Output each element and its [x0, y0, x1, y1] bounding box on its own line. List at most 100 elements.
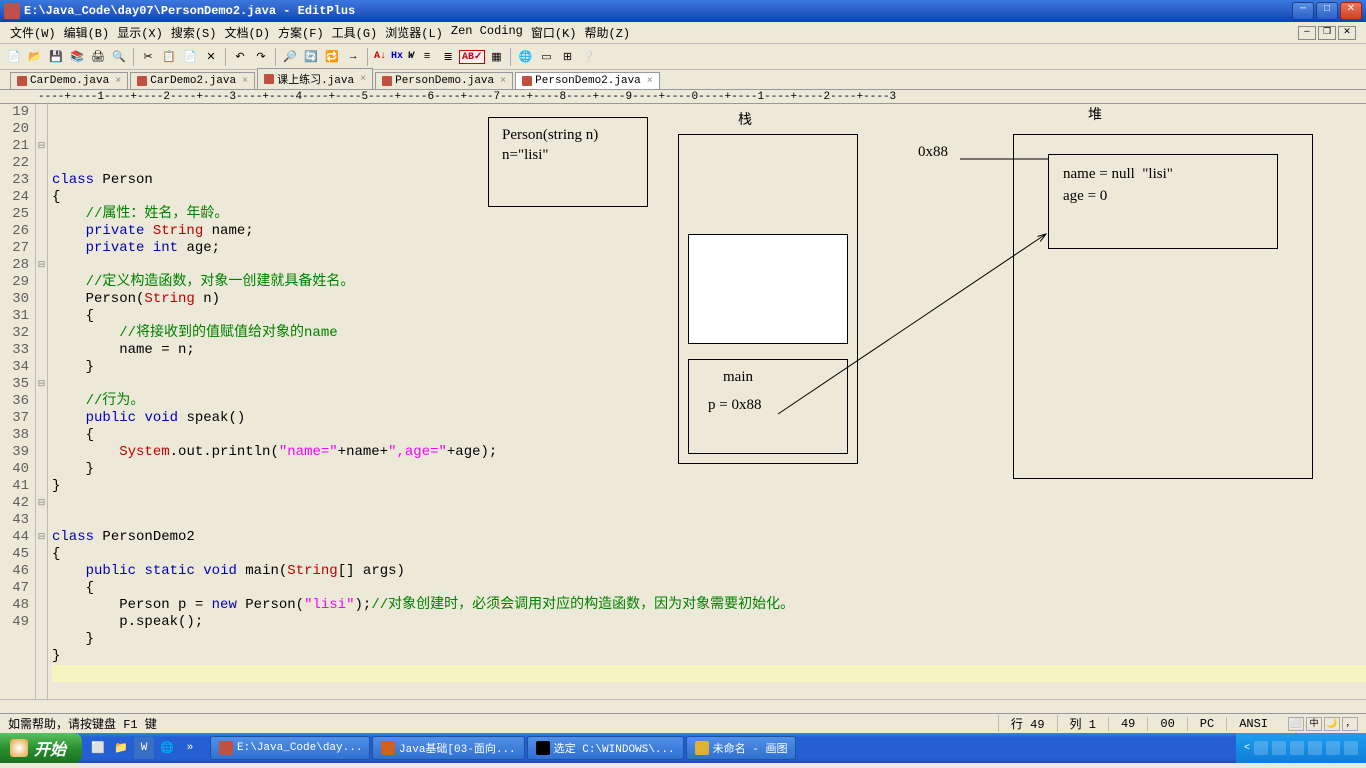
save-icon[interactable]: 💾 — [46, 47, 66, 67]
menu-item[interactable]: 搜索(S) — [167, 22, 221, 43]
hscroll-area[interactable] — [0, 699, 1366, 713]
menu-item[interactable]: 帮助(Z) — [581, 22, 635, 43]
tray-icon[interactable] — [1254, 741, 1268, 755]
paste-icon[interactable]: 📄 — [180, 47, 200, 67]
start-button[interactable]: 开始 — [0, 733, 82, 763]
menu-item[interactable]: 文件(W) — [6, 22, 60, 43]
cut-icon[interactable]: ✂ — [138, 47, 158, 67]
close-button[interactable]: ✕ — [1340, 2, 1362, 20]
task-app-icon — [536, 741, 550, 755]
system-tray[interactable]: < — [1236, 733, 1366, 763]
tab-close-icon[interactable]: × — [115, 76, 121, 87]
line-gutter: 1920212223242526272829303132333435363738… — [0, 104, 36, 699]
menu-item[interactable]: Zen Coding — [447, 22, 527, 43]
wrap-icon[interactable]: W — [406, 51, 416, 62]
hex-icon[interactable]: Hx — [389, 51, 405, 62]
status-row: 行 49 — [998, 715, 1057, 732]
code-content[interactable]: 栈堆Person(string n)n="lisi"mainp = 0x88na… — [48, 104, 1366, 699]
task-label: 选定 C:\WINDOWS\... — [554, 740, 675, 756]
minimize-button[interactable]: ─ — [1292, 2, 1314, 20]
tray-icon[interactable] — [1308, 741, 1322, 755]
menu-item[interactable]: 窗口(K) — [527, 22, 581, 43]
status-icon-3[interactable]: 🌙 — [1324, 717, 1340, 731]
menu-item[interactable]: 编辑(B) — [60, 22, 114, 43]
tray-icon[interactable] — [1344, 741, 1358, 755]
tab-label: CarDemo2.java — [150, 75, 236, 87]
replace-icon[interactable]: 🔁 — [322, 47, 342, 67]
taskbar-app-button[interactable]: Java基础[03-面向... — [372, 736, 525, 760]
tab-close-icon[interactable]: × — [647, 76, 653, 87]
menu-item[interactable]: 文档(D) — [220, 22, 274, 43]
tray-icon[interactable] — [1272, 741, 1286, 755]
ql-browser-icon[interactable]: 🌐 — [157, 737, 177, 759]
status-icon-1[interactable]: ⬜ — [1288, 717, 1304, 731]
menu-item[interactable]: 方案(F) — [274, 22, 328, 43]
window-icon[interactable]: ▭ — [536, 47, 556, 67]
search-icon[interactable]: 🔎 — [280, 47, 300, 67]
task-buttons: E:\Java_Code\day... Java基础[03-面向... 选定 C:\… — [206, 736, 800, 760]
status-icon-2[interactable]: 中 — [1306, 717, 1322, 731]
open-file-icon[interactable]: 📂 — [25, 47, 45, 67]
copy-icon[interactable]: 📋 — [159, 47, 179, 67]
spell-icon[interactable]: AB✓ — [459, 50, 485, 64]
column-icon[interactable]: ▦ — [486, 47, 506, 67]
toolbar: 📄 📂 💾 📚 🖨 🔍 ✂ 📋 📄 ✕ ↶ ↷ 🔎 🔄 🔁 → A↓ Hx W … — [0, 44, 1366, 70]
taskbar-app-button[interactable]: 未命名 - 画图 — [686, 736, 797, 760]
status-icon-4[interactable]: ， — [1342, 717, 1358, 731]
editor-area[interactable]: 1920212223242526272829303132333435363738… — [0, 104, 1366, 699]
mdi-minimize[interactable]: ─ — [1298, 26, 1316, 40]
search-next-icon[interactable]: 🔄 — [301, 47, 321, 67]
mdi-close[interactable]: ✕ — [1338, 26, 1356, 40]
ql-word-icon[interactable]: W — [134, 737, 154, 759]
fold-gutter[interactable]: ⊟⊟⊟⊟⊟ — [36, 104, 48, 699]
outdent-icon[interactable]: ≣ — [438, 47, 458, 67]
file-tab[interactable]: PersonDemo2.java× — [515, 72, 660, 89]
save-all-icon[interactable]: 📚 — [67, 47, 87, 67]
status-total: 49 — [1108, 717, 1147, 731]
file-tab[interactable]: CarDemo.java × — [10, 72, 128, 89]
tab-close-icon[interactable]: × — [242, 76, 248, 87]
windows-logo-icon — [10, 739, 28, 757]
tab-label: 课上练习.java — [277, 71, 354, 87]
status-enc: ANSI — [1226, 717, 1280, 731]
tray-icon[interactable] — [1290, 741, 1304, 755]
menu-bar: 文件(W)编辑(B)显示(X)搜索(S)文档(D)方案(F)工具(G)浏览器(L… — [0, 22, 1366, 44]
indent-icon[interactable]: ≡ — [417, 47, 437, 67]
taskbar-app-button[interactable]: 选定 C:\WINDOWS\... — [527, 736, 684, 760]
preview-icon[interactable]: 🔍 — [109, 47, 129, 67]
tab-label: CarDemo.java — [30, 75, 109, 87]
menu-item[interactable]: 工具(G) — [328, 22, 382, 43]
tile-icon[interactable]: ⊞ — [557, 47, 577, 67]
print-icon[interactable]: 🖨 — [88, 47, 108, 67]
format-a-icon[interactable]: A↓ — [372, 51, 388, 62]
ql-more-icon[interactable]: » — [180, 737, 200, 759]
start-label: 开始 — [34, 736, 66, 760]
browser-icon[interactable]: 🌐 — [515, 47, 535, 67]
file-tab[interactable]: CarDemo2.java × — [130, 72, 255, 89]
tray-icon[interactable] — [1326, 741, 1340, 755]
quick-launch: ⬜ 📁 W 🌐 » — [82, 737, 206, 759]
java-file-icon — [137, 76, 147, 86]
undo-icon[interactable]: ↶ — [230, 47, 250, 67]
delete-icon[interactable]: ✕ — [201, 47, 221, 67]
maximize-button[interactable]: □ — [1316, 2, 1338, 20]
tab-close-icon[interactable]: × — [360, 74, 366, 85]
ql-desktop-icon[interactable]: ⬜ — [88, 737, 108, 759]
file-tab[interactable]: 课上练习.java × — [257, 68, 373, 89]
menu-item[interactable]: 显示(X) — [113, 22, 167, 43]
menu-item[interactable]: 浏览器(L) — [381, 22, 447, 43]
task-app-icon — [695, 741, 709, 755]
title-bar: E:\Java_Code\day07\PersonDemo2.java - Ed… — [0, 0, 1366, 22]
taskbar-app-button[interactable]: E:\Java_Code\day... — [210, 736, 370, 760]
goto-icon[interactable]: → — [343, 47, 363, 67]
redo-icon[interactable]: ↷ — [251, 47, 271, 67]
task-label: Java基础[03-面向... — [399, 740, 516, 756]
help-icon[interactable]: ❔ — [578, 47, 598, 67]
tab-close-icon[interactable]: × — [500, 76, 506, 87]
java-file-icon — [264, 74, 274, 84]
mdi-restore[interactable]: ❐ — [1318, 26, 1336, 40]
new-file-icon[interactable]: 📄 — [4, 47, 24, 67]
file-tab[interactable]: PersonDemo.java× — [375, 72, 513, 89]
ql-explorer-icon[interactable]: 📁 — [111, 737, 131, 759]
status-bar: 如需帮助，请按键盘 F1 键 行 49 列 1 49 00 PC ANSI ⬜ … — [0, 713, 1366, 733]
